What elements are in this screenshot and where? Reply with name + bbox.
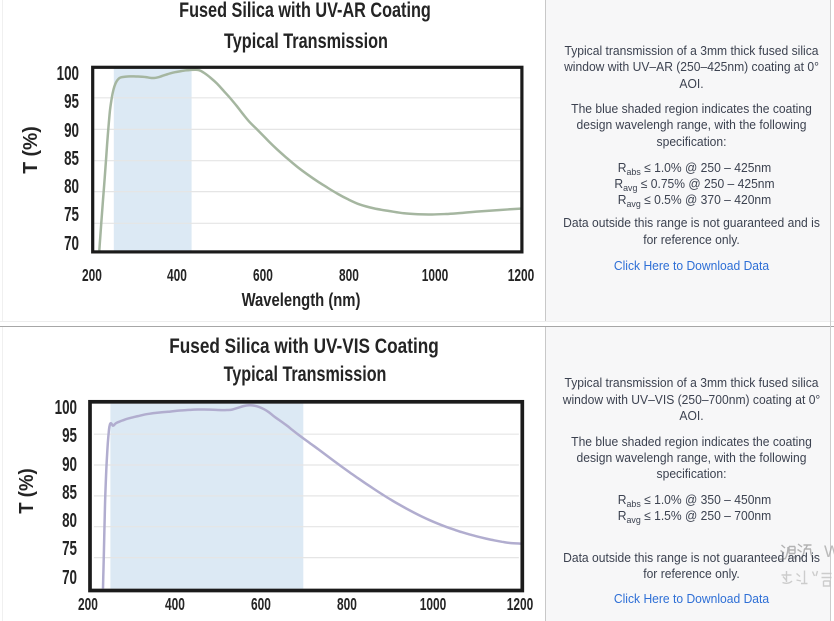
svg-text:W: W	[824, 542, 834, 561]
